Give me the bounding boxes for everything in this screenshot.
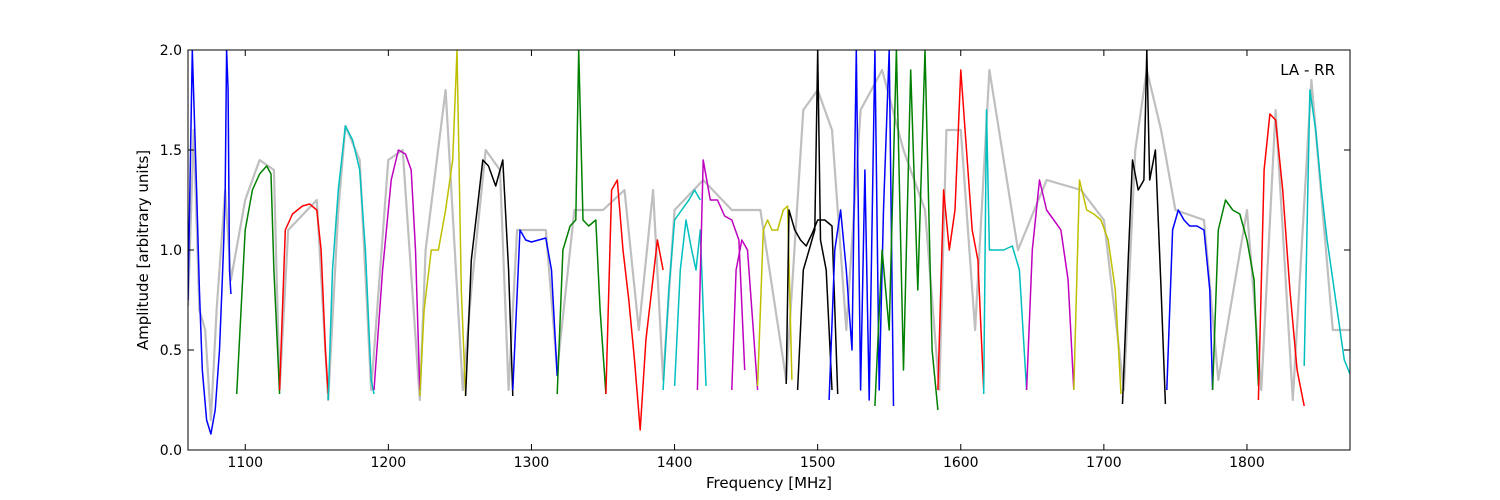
series-line-24 xyxy=(1121,50,1167,405)
series-line-28 xyxy=(1303,89,1350,375)
series-line-20 xyxy=(937,69,985,391)
series-line-2 xyxy=(235,165,281,395)
x-axis-label: Frequency [MHz] xyxy=(706,474,832,492)
y-tick-label: 1.5 xyxy=(160,143,182,159)
series-line-17 xyxy=(796,50,833,391)
y-tick-label: 0.5 xyxy=(160,343,182,359)
plot-area xyxy=(188,50,1350,450)
series-line-7 xyxy=(464,159,514,397)
series-line-18 xyxy=(828,50,895,407)
series-line-6 xyxy=(419,50,467,397)
series-line-25 xyxy=(1166,209,1214,391)
y-tick-label: 0.0 xyxy=(160,443,182,459)
series-line-5 xyxy=(373,149,421,391)
series-line-3 xyxy=(278,203,329,395)
x-tick-label: 1100 xyxy=(227,455,263,471)
series-line-16 xyxy=(785,209,839,395)
series-line-15 xyxy=(756,205,793,387)
series-line-1 xyxy=(188,50,232,435)
reference-series-line xyxy=(188,68,1350,422)
x-tick-label: 1400 xyxy=(657,455,693,471)
series-line-10 xyxy=(605,179,664,431)
x-tick-label: 1600 xyxy=(943,455,979,471)
series-line-26 xyxy=(1211,199,1260,391)
x-tick-label: 1300 xyxy=(514,455,550,471)
x-tick-label: 1200 xyxy=(371,455,407,471)
series-line-14 xyxy=(731,239,759,391)
data-layer xyxy=(188,50,1350,435)
plot-annotation: LA - RR xyxy=(1280,61,1335,79)
series-line-22 xyxy=(1025,179,1075,391)
series-line-9 xyxy=(556,50,607,395)
x-tick-label: 1700 xyxy=(1086,455,1122,471)
series-line-19 xyxy=(874,50,939,411)
series-line-4 xyxy=(327,125,375,401)
series-line-21 xyxy=(982,109,1028,395)
series-line-8 xyxy=(512,229,558,391)
series-line-23 xyxy=(1073,179,1122,395)
y-axis-label: Amplitude [arbitrary units] xyxy=(134,150,152,350)
x-tick-label: 1500 xyxy=(800,455,836,471)
series-line-27 xyxy=(1257,113,1305,407)
series-line-13 xyxy=(696,159,746,391)
series-line-11 xyxy=(662,189,701,391)
y-tick-label: 1.0 xyxy=(160,243,182,259)
series-line-12 xyxy=(673,219,707,387)
x-tick-label: 1800 xyxy=(1229,455,1265,471)
ticks-layer: 1100 1200 1300 1400 1500 1600 1700 1800 0.0 0.5 1.… xyxy=(160,43,1350,471)
y-tick-label: 2.0 xyxy=(160,43,182,59)
